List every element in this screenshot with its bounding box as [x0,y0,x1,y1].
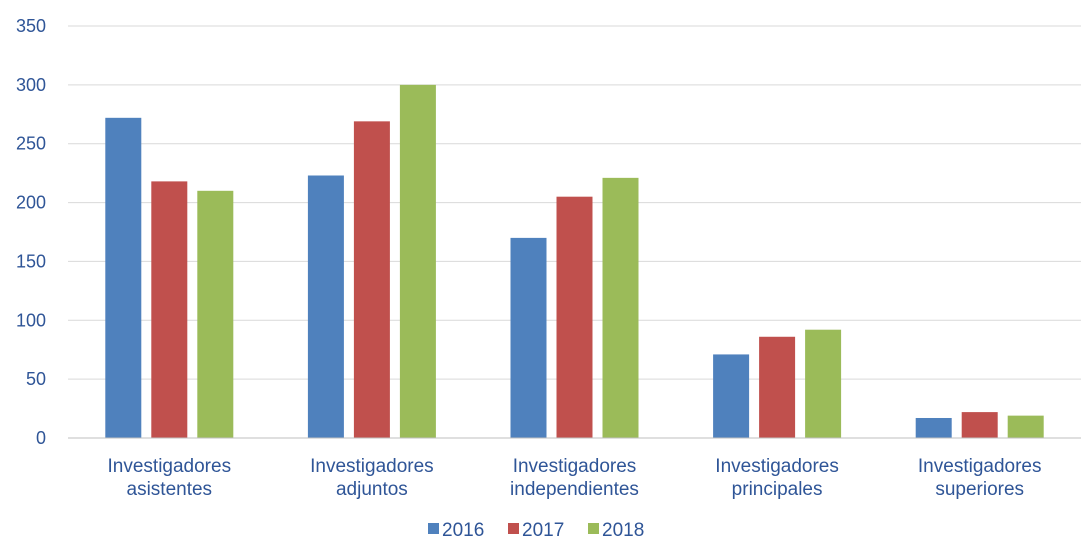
y-tick-label: 200 [16,193,46,213]
bar-2017-3 [759,336,796,438]
y-axis: 0 50 100 150 200 250 300 350 [16,16,46,448]
bar-2018-4 [1007,415,1044,438]
x-category-label: independientes [510,479,639,500]
bar-2018-2 [602,177,639,438]
legend: 2016 2017 2018 [428,520,644,541]
legend-label-2017: 2017 [522,520,564,541]
legend-swatch-2017 [508,523,519,534]
bar-2017-4 [961,412,998,438]
y-tick-label: 300 [16,75,46,95]
bar-2016-0 [105,117,142,439]
legend-swatch-2016 [428,523,439,534]
y-tick-label: 0 [36,428,46,448]
x-category-label: Investigadores [918,456,1042,477]
y-tick-label: 50 [26,369,46,389]
y-tick-label: 100 [16,310,46,330]
bars [105,84,1044,439]
bar-2018-1 [399,84,436,438]
bar-2016-2 [510,237,547,438]
y-tick-label: 250 [16,134,46,154]
bar-2016-3 [713,354,750,438]
x-axis-labels: InvestigadoresasistentesInvestigadoresad… [108,456,1042,500]
x-category-label: principales [732,479,823,500]
bar-2018-3 [805,329,842,438]
x-category-label: Investigadores [715,456,839,477]
legend-label-2016: 2016 [442,520,484,541]
bar-2016-4 [915,417,952,438]
y-tick-label: 350 [16,16,46,36]
bar-2017-2 [556,196,593,438]
legend-label-2018: 2018 [602,520,644,541]
legend-swatch-2018 [588,523,599,534]
x-category-label: asistentes [127,479,213,500]
x-category-label: superiores [935,479,1024,500]
x-category-label: Investigadores [108,456,232,477]
x-category-label: Investigadores [310,456,434,477]
y-tick-label: 150 [16,251,46,271]
bar-2017-0 [151,181,188,438]
bar-2017-1 [353,121,390,438]
x-category-label: adjuntos [336,479,408,500]
bar-2018-0 [197,190,234,438]
x-category-label: Investigadores [513,456,637,477]
bar-2016-1 [307,175,344,439]
